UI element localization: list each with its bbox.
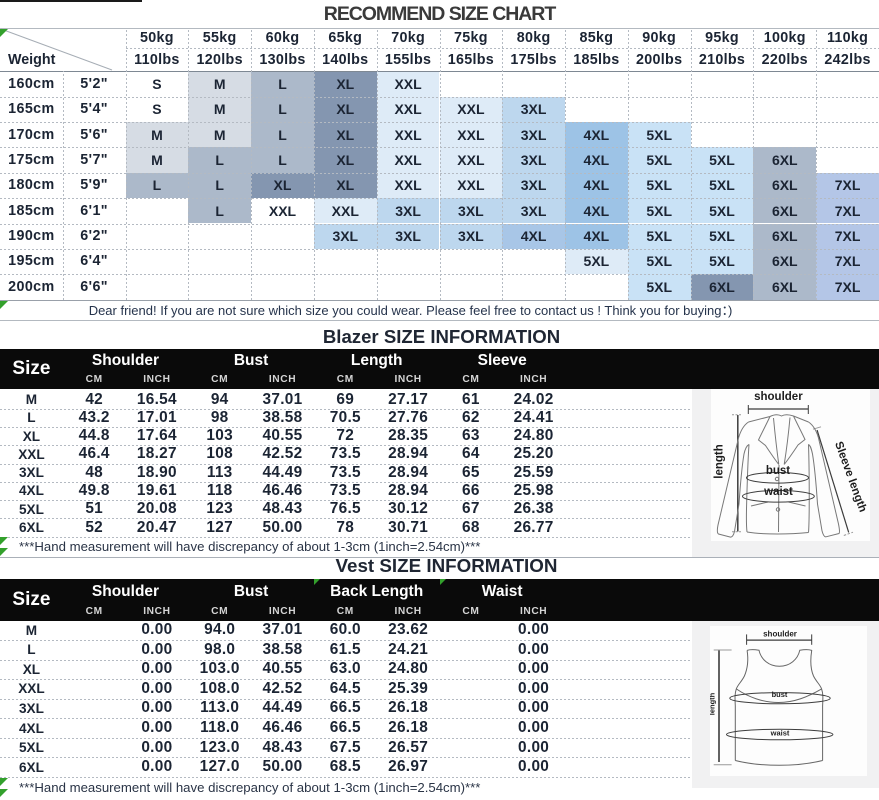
svg-text:waist: waist <box>770 729 790 738</box>
svg-text:waist: waist <box>763 486 793 498</box>
svg-text:shoulder: shoulder <box>763 630 797 639</box>
svg-text:bust: bust <box>772 690 788 699</box>
svg-text:length: length <box>710 692 717 715</box>
svg-text:Sleeve length: Sleeve length <box>832 440 869 514</box>
svg-text:length: length <box>714 444 726 479</box>
svg-text:bust: bust <box>766 465 790 477</box>
svg-text:shoulder: shoulder <box>754 391 803 403</box>
